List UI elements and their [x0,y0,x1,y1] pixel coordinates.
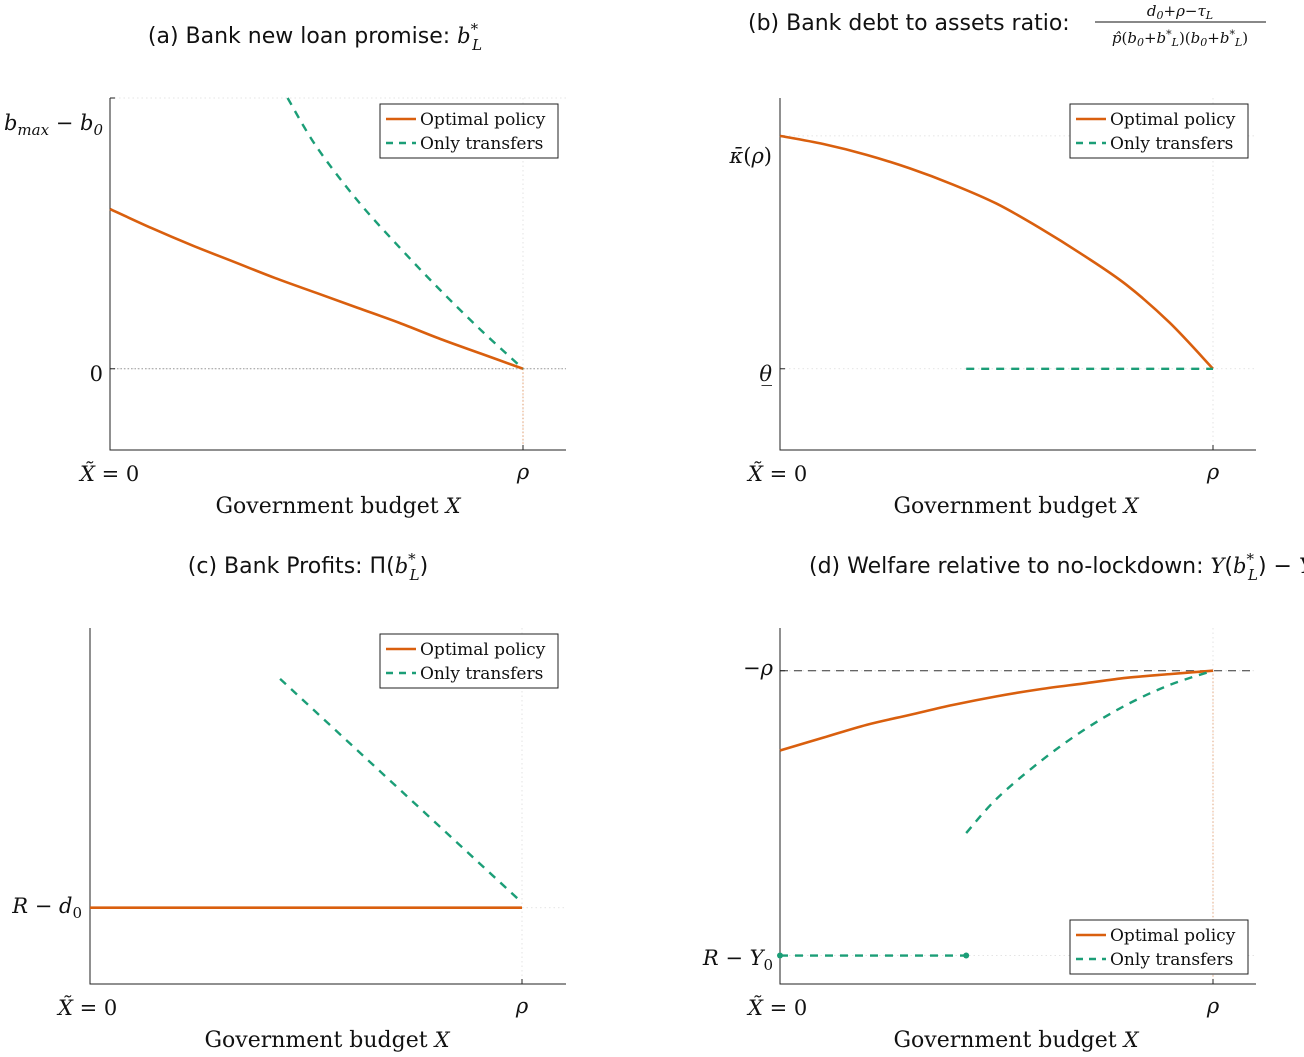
panel-d: (d) Welfare relative to no-lockdown: Y(b… [702,550,1304,1053]
panel-d-xtick-start: X̃ = 0 [746,996,807,1020]
panel-b-legend-optimal-label: Optimal policy [1110,110,1236,130]
panel-d-xtick-end: ρ [1206,994,1220,1018]
panel-b-legend: Optimal policy Only transfers [1069,103,1249,159]
panel-b-xtick-end: ρ [1206,460,1220,484]
panel-c-xlabel: Government budget X [204,1028,450,1053]
panel-d-endpoint-marker-1 [963,952,970,959]
panel-a-axes [109,98,566,451]
panel-a-legend-optimal-label: Optimal policy [420,110,546,130]
panel-b-fraction-numerator: d0+ρ−τL [1147,2,1213,22]
panel-b-fraction: d0+ρ−τL p̂(b0+b*L)(b0+b*L) [1095,2,1266,49]
panel-b-ytick-kappa: κ̄(ρ) [728,144,772,168]
panel-b-fraction-denominator: p̂(b0+b*L)(b0+b*L) [1112,28,1248,49]
panel-a-ytick-bmax: bmax − b0 [4,111,103,139]
panel-a-series-optimal-line [109,207,524,370]
panel-d-ytick-ry0: R − Y0 [702,946,773,974]
panel-c-legend-box [379,633,559,689]
panel-d-title: (d) Welfare relative to no-lockdown: Y(b… [809,550,1304,584]
panel-a-xtick-end: ρ [516,460,530,484]
panel-b-legend-box [1069,103,1249,159]
panel-b-axes [779,98,1256,451]
panel-d-endpoint-marker-0 [777,952,783,959]
panel-c-plot: Optimal policy Only transfers [89,628,566,985]
panel-b-plot: Optimal policy Only transfers [779,98,1256,451]
panel-a-legend: Optimal policy Only transfers [379,103,559,159]
panel-d-series-optimal-line [779,669,1214,752]
panel-b-xtick-start: X̃ = 0 [746,462,807,486]
panel-c-ytick-rd0: R − d0 [11,894,82,922]
panel-d-legend-transfers-label: Only transfers [1110,950,1233,970]
panel-c-xtick-end: ρ [515,994,529,1018]
panel-b-xlabel: Government budget X [893,494,1139,519]
panel-d-legend-box [1069,919,1249,975]
panel-a-legend-transfers-label: Only transfers [420,134,543,154]
panel-c-xtick-start: X̃ = 0 [56,996,117,1020]
panel-a-xtick-start: X̃ = 0 [78,462,139,486]
panel-a-title: (a) Bank new loan promise: b* L [148,20,482,54]
panel-b-series-optimal-line [779,134,1214,370]
panel-a-series-transfers-line [286,97,524,370]
panel-d-plot: Optimal policy Only transfers [777,628,1256,985]
panel-b-legend-transfers-label: Only transfers [1110,134,1233,154]
panel-d-xlabel: Government budget X [893,1028,1139,1053]
panel-b: (b) Bank debt to assets ratio: d0+ρ−τL p… [728,2,1266,519]
panel-d-legend-optimal-label: Optimal policy [1110,926,1236,946]
panel-c-axes [89,628,566,985]
panel-b-title: (b) Bank debt to assets ratio: [748,11,1070,36]
panel-d-legend: Optimal policy Only transfers [1069,919,1249,975]
panel-b-ytick-theta: θ̲ [759,362,772,386]
panel-d-series-transfers-line [965,669,1214,834]
panel-c-legend: Optimal policy Only transfers [379,633,559,689]
panel-a: (a) Bank new loan promise: b* L Optimal p… [4,20,566,519]
panel-a-legend-box [379,103,559,159]
panel-c-legend-optimal-label: Optimal policy [420,640,546,660]
panel-c: (c) Bank Profits: Π(b* L) Optimal policyO… [11,550,566,1053]
panel-c-legend-transfers-label: Only transfers [420,664,543,684]
panel-a-plot: Optimal policy Only transfers [109,97,566,451]
panel-c-title: (c) Bank Profits: Π(b* L) [188,550,428,584]
panel-c-series-transfers-line [279,677,523,904]
panel-a-ytick-zero: 0 [90,362,103,386]
panel-d-axes [779,628,1256,985]
panel-a-xlabel: Government budget X [215,494,461,519]
panel-d-ytick-rho: −ρ [743,656,774,680]
